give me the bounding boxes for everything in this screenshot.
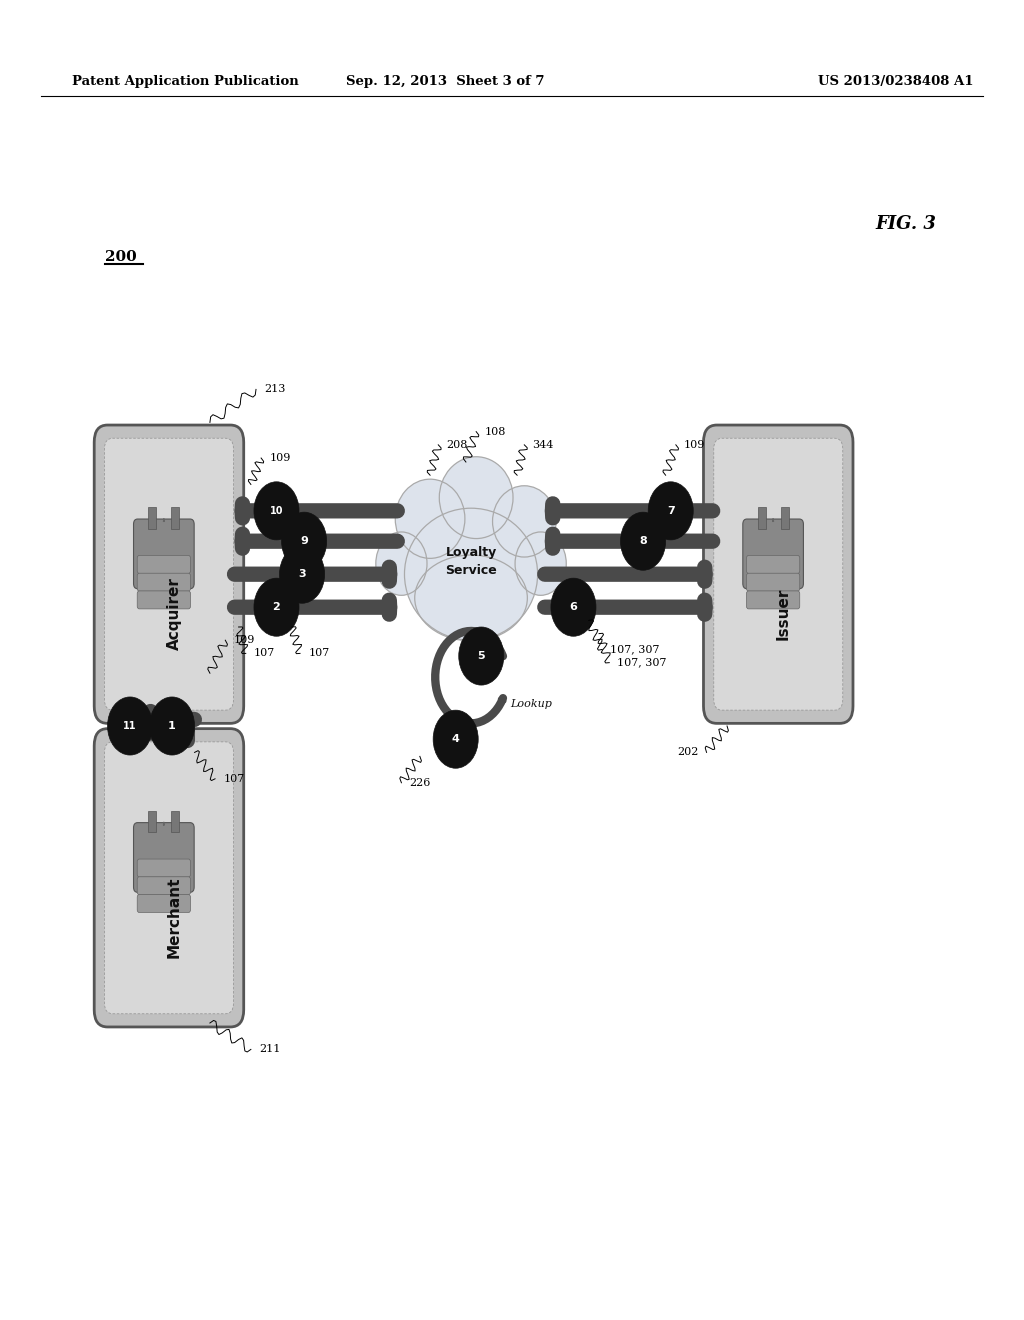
- Text: Merchant: Merchant: [167, 876, 181, 958]
- FancyBboxPatch shape: [742, 519, 804, 589]
- Ellipse shape: [493, 486, 556, 557]
- FancyBboxPatch shape: [714, 438, 843, 710]
- FancyBboxPatch shape: [746, 556, 800, 573]
- Circle shape: [459, 627, 504, 685]
- Circle shape: [551, 578, 596, 636]
- Text: 8: 8: [639, 536, 647, 546]
- Text: 109: 109: [233, 635, 255, 645]
- Text: 109: 109: [269, 453, 291, 463]
- Text: 3: 3: [298, 569, 306, 579]
- Circle shape: [648, 482, 693, 540]
- FancyBboxPatch shape: [137, 859, 190, 876]
- Ellipse shape: [515, 532, 566, 595]
- FancyBboxPatch shape: [780, 507, 788, 528]
- Text: 109: 109: [684, 440, 706, 450]
- FancyBboxPatch shape: [137, 876, 190, 895]
- FancyBboxPatch shape: [137, 556, 190, 573]
- FancyBboxPatch shape: [171, 507, 179, 528]
- Text: Lookup: Lookup: [510, 698, 552, 709]
- Text: Sep. 12, 2013  Sheet 3 of 7: Sep. 12, 2013 Sheet 3 of 7: [346, 75, 545, 87]
- Ellipse shape: [404, 508, 538, 640]
- Text: Acquirer: Acquirer: [167, 577, 181, 651]
- Ellipse shape: [439, 457, 513, 539]
- Text: 213: 213: [264, 384, 286, 395]
- Text: 107: 107: [223, 774, 245, 784]
- FancyBboxPatch shape: [148, 507, 157, 528]
- Text: 4: 4: [452, 734, 460, 744]
- Circle shape: [621, 512, 666, 570]
- Text: 107, 307: 107, 307: [617, 657, 667, 668]
- Text: 108: 108: [484, 426, 506, 437]
- Circle shape: [254, 578, 299, 636]
- Text: 202: 202: [677, 747, 698, 758]
- Ellipse shape: [376, 532, 427, 595]
- FancyBboxPatch shape: [104, 438, 233, 710]
- Text: US 2013/0238408 A1: US 2013/0238408 A1: [818, 75, 974, 87]
- Circle shape: [108, 697, 153, 755]
- Circle shape: [282, 512, 327, 570]
- Ellipse shape: [395, 479, 465, 558]
- Text: FIG. 3: FIG. 3: [876, 215, 937, 234]
- Text: 1: 1: [168, 721, 176, 731]
- FancyBboxPatch shape: [746, 591, 800, 609]
- FancyBboxPatch shape: [137, 591, 190, 609]
- Text: 200: 200: [105, 249, 137, 264]
- Text: 2: 2: [272, 602, 281, 612]
- FancyBboxPatch shape: [137, 895, 190, 912]
- FancyBboxPatch shape: [137, 573, 190, 591]
- Text: 107: 107: [254, 648, 275, 659]
- FancyBboxPatch shape: [133, 519, 195, 589]
- Text: 211: 211: [259, 1044, 281, 1055]
- FancyBboxPatch shape: [703, 425, 853, 723]
- Text: 9: 9: [300, 536, 308, 546]
- FancyBboxPatch shape: [104, 742, 233, 1014]
- Circle shape: [280, 545, 325, 603]
- FancyBboxPatch shape: [94, 425, 244, 723]
- Text: 11: 11: [123, 721, 137, 731]
- Text: 107, 307: 107, 307: [610, 644, 659, 655]
- Text: 5: 5: [477, 651, 485, 661]
- Text: 208: 208: [446, 440, 468, 450]
- FancyBboxPatch shape: [171, 810, 179, 832]
- Text: 10: 10: [269, 506, 284, 516]
- Circle shape: [150, 697, 195, 755]
- Text: 344: 344: [532, 440, 554, 450]
- FancyBboxPatch shape: [148, 810, 157, 832]
- FancyArrowPatch shape: [772, 519, 774, 521]
- Ellipse shape: [415, 556, 527, 642]
- Text: Patent Application Publication: Patent Application Publication: [72, 75, 298, 87]
- Text: 6: 6: [569, 602, 578, 612]
- Text: 226: 226: [410, 777, 431, 788]
- FancyBboxPatch shape: [758, 507, 766, 528]
- Text: Issuer: Issuer: [776, 587, 791, 640]
- FancyArrowPatch shape: [163, 822, 165, 825]
- Circle shape: [254, 482, 299, 540]
- FancyBboxPatch shape: [94, 729, 244, 1027]
- FancyBboxPatch shape: [133, 822, 195, 892]
- Text: Loyalty
Service: Loyalty Service: [445, 545, 497, 577]
- Text: 107: 107: [308, 648, 330, 659]
- FancyArrowPatch shape: [163, 519, 165, 521]
- Circle shape: [433, 710, 478, 768]
- Text: 7: 7: [667, 506, 675, 516]
- FancyBboxPatch shape: [746, 573, 800, 591]
